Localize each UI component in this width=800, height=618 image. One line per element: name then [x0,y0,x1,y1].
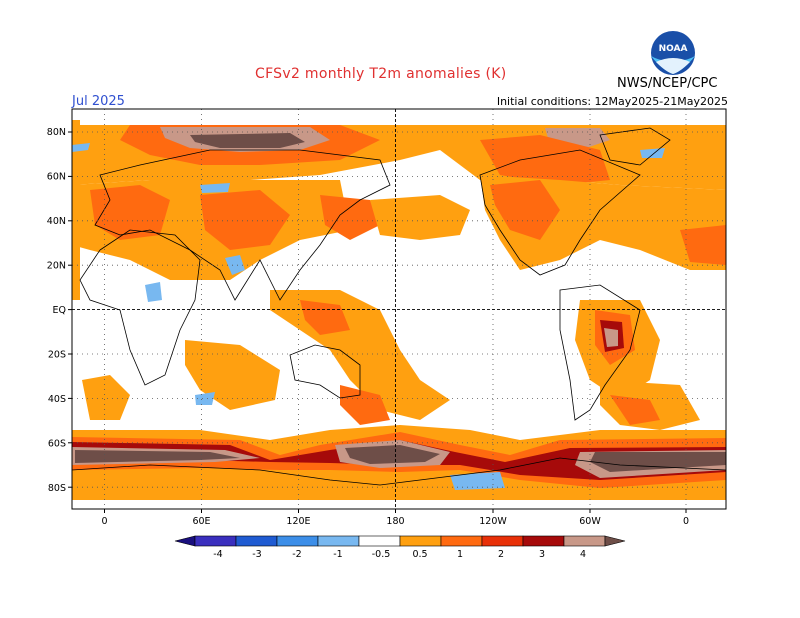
lon-label: 60W [579,516,601,527]
anomaly-region [340,385,390,425]
lon-label: 0 [683,516,689,527]
anomaly-region [75,445,726,472]
forecast-month: Jul 2025 [72,94,125,109]
colorbar-bin [358,535,401,547]
anomaly-region [225,255,245,275]
lat-label: 20N [47,261,66,272]
initial-conditions: Initial conditions: 12May2025-21May2025 [496,95,728,108]
colorbar-label: 4 [580,549,586,560]
anomaly-region [490,180,560,240]
lon-label: 180 [386,516,404,527]
anomaly-region [604,328,618,347]
colorbar-label: 3 [539,549,545,560]
colorbar-bin [563,535,606,547]
anomaly-region [480,135,610,185]
colorbar-bin [522,535,565,547]
anomaly-region [82,375,130,420]
lat-label: 40N [47,216,66,227]
lat-label: 20S [48,350,66,361]
lon-label: 60E [192,516,210,527]
colorbar-label: 1 [457,549,463,560]
colorbar-label: -3 [252,549,261,560]
anomaly-region [680,225,726,265]
coastline-north-america [479,149,641,276]
anomaly-region [190,133,305,148]
anomaly-region [370,195,470,240]
gridlines [72,109,726,509]
colorbar-label: -2 [292,549,301,560]
anomaly-region [200,190,290,250]
colorbar-label: -0.5 [372,549,391,560]
colorbar-label: 2 [498,549,504,560]
agency-label: NWS/NCEP/CPC [617,76,718,91]
colorbar [174,535,626,547]
colorbar-label: -4 [213,549,222,560]
lat-label: 80S [48,483,66,494]
colorbar-bin [276,535,319,547]
coastline-eurasia [94,149,391,301]
map-field [72,109,726,509]
anomaly-region [90,185,170,240]
anomaly-region [200,183,230,193]
lat-ticks [68,131,72,488]
anomaly-region [450,472,505,490]
logo-text: NOAA [659,44,688,54]
lat-label: 40S [48,394,66,405]
anomaly-region [72,120,80,300]
colorbar-bin [194,535,237,547]
colorbar-bin [317,535,360,547]
lon-labels: 0 60E 120E 180 120W 60W 0 [101,516,689,527]
anomaly-region [195,392,215,405]
colorbar-labels: -4 -3 -2 -1 -0.5 0.5 1 2 3 4 [213,549,586,560]
colorbar-label: -1 [333,549,342,560]
anomaly-region [300,300,350,335]
coastlines [72,127,726,486]
anomaly-region [610,395,660,425]
colorbar-label: 0.5 [412,549,427,560]
lon-label: 120E [286,516,310,527]
colorbar-bin [440,535,483,547]
colorbar-bin [235,535,278,547]
lon-ticks [104,509,687,513]
anomaly-region [320,195,380,240]
lat-label: 80N [47,127,66,138]
lon-label: 0 [101,516,107,527]
lat-labels: 80N 60N 40N 20N EQ 20S 40S 60S 80S [47,127,66,494]
lat-label: 60N [47,172,66,183]
colorbar-bin [399,535,442,547]
lat-label: 60S [48,439,66,450]
colorbar-bin [604,535,626,547]
coastline-south-america [559,284,641,421]
lat-label: EQ [53,305,66,316]
anomaly-region [185,340,280,410]
coastline-australia [289,344,361,399]
anomaly-region [145,282,162,302]
lon-label: 120W [479,516,507,527]
plot-frame [71,108,727,510]
coastline-africa [79,229,201,386]
map-title: CFSv2 monthly T2m anomalies (K) [255,66,507,82]
colorbar-bin [174,535,196,547]
colorbar-bin [481,535,524,547]
coastline-antarctica [72,457,726,486]
noaa-logo-icon: NOAA [651,31,695,75]
coastline-greenland [599,127,671,166]
reference-lines [72,109,726,509]
